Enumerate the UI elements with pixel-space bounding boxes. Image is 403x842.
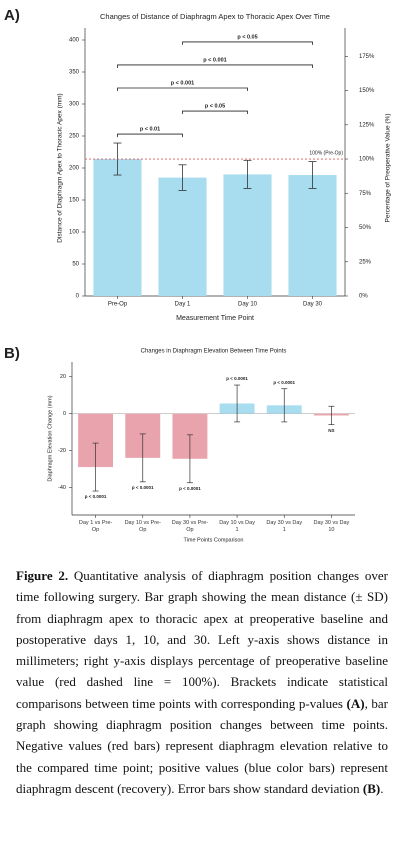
x-axis-label: Measurement Time Point	[176, 315, 254, 322]
bracket-label: p < 0.001	[171, 80, 194, 86]
bar-label: p < 0.0001	[226, 376, 248, 381]
bar-label: NS	[328, 428, 334, 433]
bar	[223, 174, 272, 296]
caption-label: Figure 2.	[16, 568, 69, 583]
y2-tick-label: 175%	[359, 54, 375, 60]
y2-tick-label: 125%	[359, 122, 375, 128]
y-tick-label: 400	[69, 38, 80, 44]
caption-label: (A)	[346, 695, 365, 711]
bar-label: p < 0.0001	[132, 485, 154, 490]
y-axis-label: Distance of Diaphragm Apex to Thoracic A…	[57, 93, 64, 242]
y-tick-label: 0	[76, 294, 80, 300]
y2-tick-label: 25%	[359, 259, 372, 265]
y-tick-label: 150	[69, 198, 80, 204]
chart-title: Changes in Diaphragm Elevation Between T…	[141, 349, 287, 355]
bracket-label: p < 0.01	[140, 127, 160, 133]
y2-tick-label: 75%	[359, 191, 372, 197]
x-tick-label: Day 1	[175, 302, 191, 308]
y2-tick-label: 150%	[359, 88, 375, 94]
x-tick-label: Pre-Op	[108, 302, 128, 308]
y-tick-label: 100	[69, 230, 80, 236]
y-tick-label: -40	[58, 485, 66, 491]
y2-tick-label: 50%	[359, 225, 372, 231]
x-axis-label: Time Points Comparison	[183, 537, 243, 543]
x-tick-label: Day 30 vs Pre-Op	[171, 520, 209, 533]
panel-label: A)	[4, 7, 20, 24]
bar-label: p < 0.0001	[85, 494, 107, 499]
reference-label: 100% (Pre-Op)	[309, 150, 343, 156]
y-axis-label: Diaphragm Elevation Change (mm)	[47, 395, 53, 481]
y-tick-label: 350	[69, 70, 80, 76]
x-tick-label: Day 30	[303, 302, 323, 308]
bar	[158, 177, 207, 296]
y-tick-label: 0	[63, 411, 66, 417]
y-tick-label: 300	[69, 102, 80, 108]
bracket	[117, 64, 313, 68]
x-tick-label: Day 10 vs Pre-Op	[124, 520, 161, 533]
chart-title: Changes of Distance of Diaphragm Apex to…	[100, 12, 330, 21]
chart-a: A) Changes of Distance of Diaphragm Apex …	[4, 7, 392, 322]
bracket	[182, 41, 313, 45]
bracket	[117, 133, 183, 138]
bracket-label: p < 0.05	[205, 103, 225, 109]
x-tick-label: Day 30 vs Day 10	[313, 520, 350, 533]
y-tick-label: 200	[69, 166, 80, 172]
x-tick-label: Day 30 vs Day 1	[266, 520, 303, 533]
x-tick-label: Day 1 vs Pre-Op	[78, 520, 113, 533]
bar	[93, 159, 142, 296]
x-tick-label: Day 10	[238, 302, 258, 308]
y2-tick-label: 100%	[359, 157, 375, 163]
caption-label: (B)	[362, 780, 381, 796]
y-tick-label: 250	[69, 134, 80, 140]
bracket-label: p < 0.05	[237, 34, 257, 40]
y-tick-label: -20	[58, 448, 66, 454]
bar-label: p < 0.0001	[179, 486, 201, 491]
caption-text: , bar graph showing diaphragm position c…	[16, 695, 388, 796]
panel-label: B)	[4, 345, 20, 362]
y2-tick-label: 0%	[359, 294, 368, 300]
bracket	[117, 87, 248, 91]
caption: Figure 2. Quantitative analysis of diaph…	[16, 565, 388, 799]
y-tick-label: 50	[72, 262, 79, 268]
bar	[288, 175, 337, 296]
caption-text: Quantitative analysis of diaphragm posit…	[16, 568, 388, 711]
caption-text: .	[380, 780, 384, 796]
bar-label: p < 0.0001	[273, 380, 295, 385]
bracket	[182, 110, 248, 115]
y2-axis-label: Percentage of Preoperative Value (%)	[385, 114, 392, 223]
x-tick-label: Day 10 vs Day 1	[219, 520, 255, 533]
chart-b: B) Changes in Diaphragm Elevation Between…	[4, 345, 355, 543]
bracket-label: p < 0.001	[203, 57, 226, 63]
y-tick-label: 20	[60, 374, 66, 380]
